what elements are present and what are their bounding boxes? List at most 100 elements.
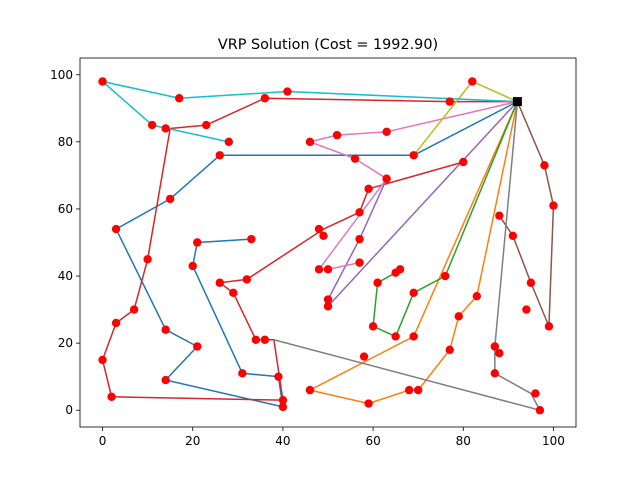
customer-point bbox=[215, 278, 224, 287]
customer-point bbox=[224, 137, 233, 147]
customer-point bbox=[522, 305, 531, 314]
customer-point bbox=[409, 151, 418, 160]
customer-point bbox=[260, 335, 270, 344]
customer-point bbox=[391, 332, 400, 341]
customer-point bbox=[278, 402, 288, 412]
customer-point bbox=[468, 77, 477, 86]
x-tick-label: 100 bbox=[542, 434, 565, 448]
customer-point bbox=[193, 342, 202, 351]
customer-point bbox=[229, 288, 238, 298]
customer-point bbox=[193, 238, 202, 247]
customer-point bbox=[490, 369, 500, 378]
customer-point bbox=[175, 94, 184, 103]
customer-point bbox=[323, 295, 333, 304]
customer-point bbox=[445, 345, 454, 355]
customer-point bbox=[98, 77, 107, 86]
customer-point bbox=[508, 231, 518, 240]
customer-point bbox=[359, 352, 369, 361]
customer-point bbox=[355, 234, 364, 244]
customer-point bbox=[490, 342, 500, 351]
customer-point bbox=[495, 349, 504, 358]
customer-point bbox=[368, 322, 378, 331]
customer-point bbox=[278, 395, 288, 405]
x-tick-label: 40 bbox=[275, 434, 290, 448]
y-tick-label: 20 bbox=[58, 336, 73, 350]
depot-marker bbox=[512, 97, 522, 107]
x-axis: 0 20 40 60 80 100 bbox=[99, 427, 565, 448]
customer-point bbox=[355, 208, 364, 217]
customer-point bbox=[161, 124, 170, 133]
customer-point bbox=[274, 372, 283, 381]
customer-point bbox=[238, 369, 247, 378]
customer-point bbox=[147, 120, 157, 130]
customer-point bbox=[549, 201, 558, 210]
customer-point bbox=[242, 275, 252, 284]
customer-point bbox=[247, 234, 256, 244]
depot-layer bbox=[512, 97, 522, 107]
route-line-4 bbox=[101, 97, 518, 401]
customer-point bbox=[251, 335, 261, 344]
customer-point bbox=[260, 94, 270, 103]
customer-point bbox=[495, 211, 504, 220]
customer-point bbox=[332, 130, 342, 140]
customer-point bbox=[472, 291, 481, 301]
customer-point bbox=[350, 154, 360, 163]
customer-point bbox=[107, 392, 116, 402]
customer-point bbox=[441, 271, 450, 281]
customer-point bbox=[540, 161, 549, 170]
customer-point bbox=[535, 406, 545, 415]
y-axis: 0 20 40 60 80 100 bbox=[50, 68, 80, 417]
customer-point bbox=[355, 258, 364, 267]
y-tick-label: 80 bbox=[58, 135, 73, 149]
customer-point bbox=[98, 355, 107, 365]
customer-point bbox=[283, 87, 292, 96]
chart-title: VRP Solution (Cost = 1992.90) bbox=[218, 37, 438, 53]
customer-point bbox=[314, 224, 324, 234]
customer-point bbox=[111, 224, 121, 234]
customer-point bbox=[323, 302, 333, 311]
route-line-1 bbox=[115, 100, 518, 408]
customer-point bbox=[323, 265, 333, 274]
customer-point bbox=[188, 261, 197, 271]
customer-point bbox=[165, 194, 175, 204]
customer-point bbox=[382, 127, 391, 136]
customer-point bbox=[395, 265, 405, 274]
customer-point bbox=[373, 278, 382, 287]
customer-point bbox=[111, 318, 121, 328]
customer-point bbox=[305, 137, 315, 147]
customer-point bbox=[364, 399, 373, 408]
x-tick-label: 20 bbox=[185, 434, 200, 448]
customer-point bbox=[314, 265, 324, 274]
y-tick-label: 40 bbox=[58, 269, 73, 283]
x-tick-label: 60 bbox=[365, 434, 380, 448]
customer-point bbox=[305, 385, 315, 395]
customer-point bbox=[531, 389, 540, 398]
y-tick-label: 60 bbox=[58, 202, 73, 216]
customer-point bbox=[413, 385, 423, 395]
customer-point bbox=[409, 332, 418, 341]
customer-point bbox=[215, 151, 224, 160]
customer-point bbox=[459, 157, 468, 167]
x-tick-label: 0 bbox=[99, 434, 107, 448]
y-tick-label: 100 bbox=[50, 68, 73, 82]
customer-point bbox=[143, 255, 152, 264]
customer-point bbox=[202, 120, 211, 130]
x-tick-label: 80 bbox=[456, 434, 471, 448]
customer-point bbox=[161, 325, 170, 334]
customer-point bbox=[445, 97, 454, 106]
customer-point bbox=[454, 312, 463, 321]
customer-point bbox=[526, 278, 536, 287]
customer-point bbox=[382, 174, 391, 183]
y-tick-label: 0 bbox=[65, 403, 73, 417]
customer-point bbox=[404, 385, 414, 395]
customer-point bbox=[319, 231, 328, 240]
customer-point bbox=[364, 184, 373, 194]
route-line-8 bbox=[273, 101, 541, 411]
customer-point bbox=[161, 375, 170, 385]
customer-points-layer bbox=[98, 77, 558, 415]
customer-point bbox=[129, 305, 139, 314]
customer-point bbox=[544, 322, 554, 331]
customer-point bbox=[409, 288, 418, 298]
